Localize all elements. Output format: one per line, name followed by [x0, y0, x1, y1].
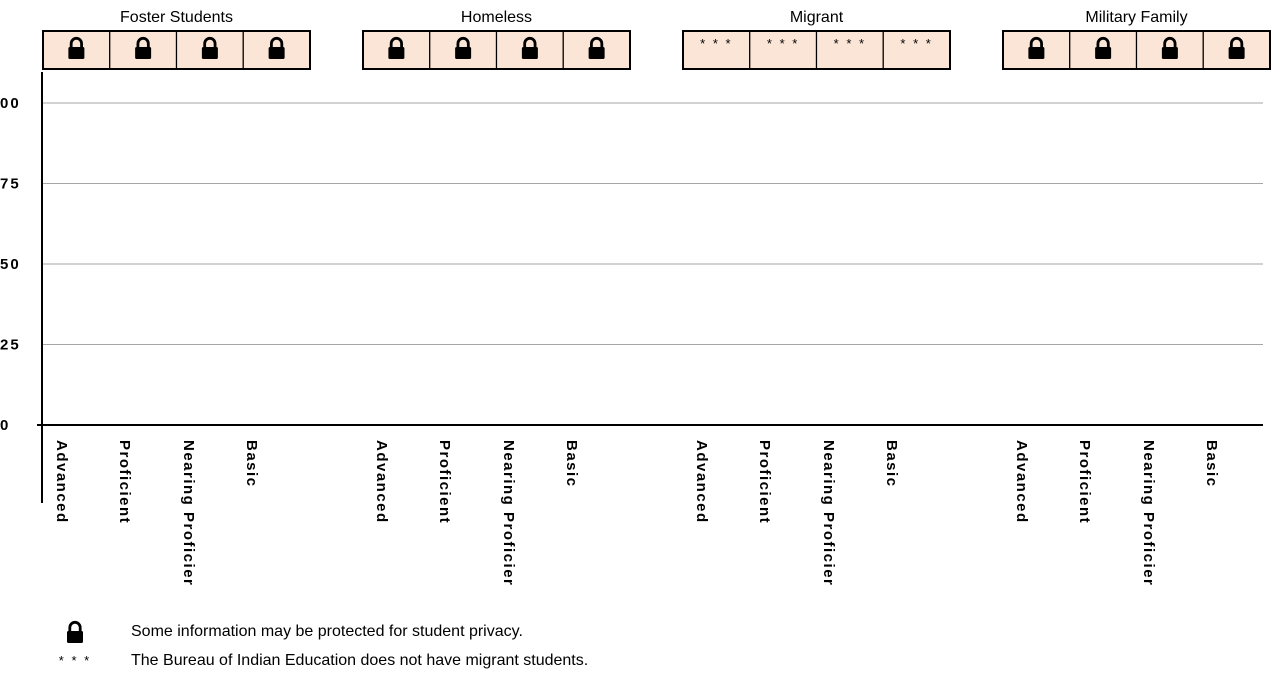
- y-tick-label: 00: [0, 95, 21, 112]
- group-title: Migrant: [790, 9, 844, 26]
- group-frame: [42, 30, 311, 70]
- y-axis-tick-labels: 0 25 50 75 00: [0, 95, 21, 434]
- legend-item: * * * The Bureau of Indian Education does…: [59, 652, 588, 669]
- x-tick-label: Basic: [563, 440, 580, 488]
- group-title: Foster Students: [120, 9, 233, 26]
- gridlines: [42, 102, 1263, 345]
- y-tick-label: 75: [0, 176, 21, 193]
- lock-icon: [67, 620, 83, 643]
- lock-icon: [68, 36, 85, 59]
- x-tick-label: Advanced: [693, 440, 710, 524]
- group-title: Military Family: [1085, 9, 1187, 26]
- group-status-box: [1002, 30, 1271, 70]
- x-tick-label: Proficient: [1076, 440, 1093, 524]
- status-cell: [882, 30, 951, 70]
- x-tick-label: Basic: [243, 440, 260, 488]
- x-axis-tick-labels: Advanced Proficient Nearing Proficier Basic…: [53, 440, 1220, 586]
- y-tick-label: 25: [0, 337, 21, 354]
- group-frame: [1002, 30, 1271, 70]
- lock-icon: [1161, 36, 1178, 59]
- legend: Some information may be protected for st…: [59, 620, 588, 669]
- lock-icon: [135, 36, 152, 59]
- group-titles: Foster Students Homeless Migrant Military F…: [120, 9, 1188, 26]
- legend-text: Some information may be protected for st…: [131, 623, 523, 640]
- lock-icon: [1228, 36, 1245, 59]
- x-tick-label: Nearing Proficier: [500, 440, 517, 586]
- y-tick-label: 50: [0, 256, 21, 273]
- y-tick-label: 0: [0, 417, 10, 434]
- x-tick-label: Nearing Proficier: [820, 440, 837, 586]
- legend-text: The Bureau of Indian Education does not …: [131, 652, 588, 669]
- legend-item: Some information may be protected for st…: [67, 620, 523, 643]
- suppressed-marker: * * *: [767, 36, 799, 51]
- x-tick-label: Basic: [1203, 440, 1220, 488]
- x-tick-label: Nearing Proficier: [1140, 440, 1157, 586]
- suppressed-marker: * * *: [900, 36, 932, 51]
- suppressed-marker: * * *: [834, 36, 866, 51]
- group-title: Homeless: [461, 9, 532, 26]
- lock-icon: [588, 36, 605, 59]
- group-frame: [362, 30, 631, 70]
- lock-icon: [1028, 36, 1045, 59]
- x-tick-label: Nearing Proficier: [180, 440, 197, 586]
- lock-icon: [521, 36, 538, 59]
- legend-symbol: * * *: [59, 653, 91, 668]
- group-status-box: [362, 30, 631, 70]
- suppressed-marker: * * *: [700, 36, 732, 51]
- x-tick-label: Proficient: [436, 440, 453, 524]
- group-status-box: [42, 30, 311, 70]
- x-tick-label: Advanced: [53, 440, 70, 524]
- lock-icon: [1095, 36, 1112, 59]
- x-tick-label: Proficient: [756, 440, 773, 524]
- x-tick-label: Proficient: [116, 440, 133, 524]
- lock-icon: [455, 36, 472, 59]
- group-frame: [682, 30, 951, 70]
- axes: [37, 72, 1263, 503]
- lock-icon: [268, 36, 285, 59]
- x-tick-label: Basic: [883, 440, 900, 488]
- group-status-box: * * * * * * * * * * * *: [682, 30, 951, 70]
- lock-icon: [388, 36, 405, 59]
- x-tick-label: Advanced: [373, 440, 390, 524]
- lock-icon: [201, 36, 218, 59]
- status-boxes: * * * * * * * * * * * *: [42, 30, 1271, 70]
- x-tick-label: Advanced: [1013, 440, 1030, 524]
